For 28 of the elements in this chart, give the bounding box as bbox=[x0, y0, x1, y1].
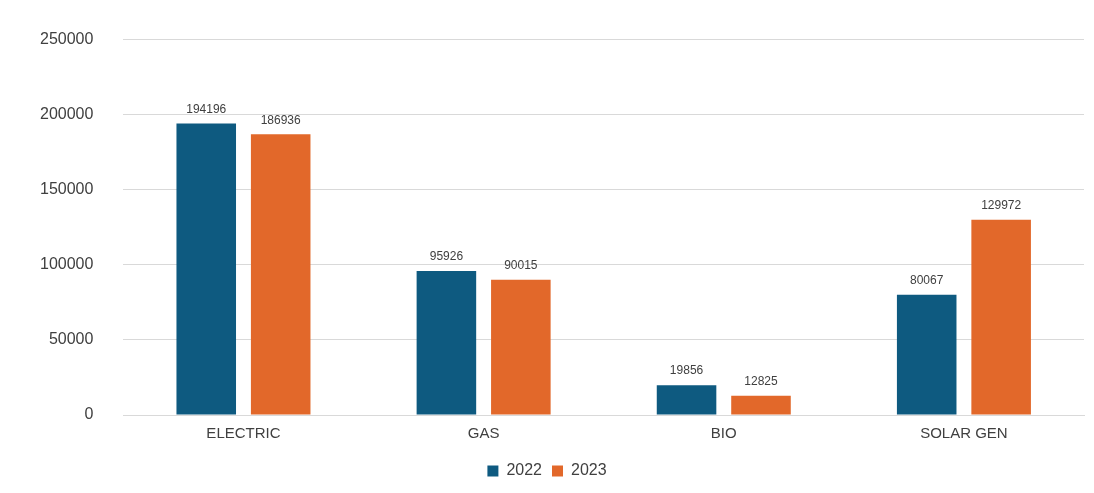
x-tick-label: BIO bbox=[710, 424, 737, 442]
bar bbox=[656, 385, 717, 415]
bar bbox=[491, 279, 551, 415]
data-label: 129972 bbox=[981, 198, 1022, 213]
y-tick-label: 50000 bbox=[48, 330, 94, 348]
data-label: 19856 bbox=[669, 363, 704, 378]
data-label: 194196 bbox=[186, 101, 227, 116]
legend-label: 2023 bbox=[571, 461, 607, 479]
bar bbox=[250, 134, 311, 415]
x-tick-label: SOLAR GEN bbox=[920, 424, 1008, 442]
bar bbox=[896, 294, 957, 415]
x-tick-label: GAS bbox=[467, 424, 500, 442]
data-label: 95926 bbox=[429, 249, 464, 264]
y-tick-label: 150000 bbox=[40, 180, 94, 198]
y-tick-label: 250000 bbox=[40, 30, 94, 48]
data-label: 90015 bbox=[504, 258, 538, 273]
data-label: 80067 bbox=[910, 273, 944, 288]
data-label: 186936 bbox=[260, 112, 302, 127]
legend-label: 2022 bbox=[506, 461, 543, 479]
bar bbox=[176, 123, 237, 415]
y-tick-label: 100000 bbox=[40, 255, 94, 273]
y-tick-label: 200000 bbox=[40, 105, 94, 123]
bar bbox=[971, 219, 1031, 415]
bar bbox=[731, 395, 791, 415]
bar bbox=[416, 270, 477, 415]
x-tick-label: ELECTRIC bbox=[206, 424, 281, 442]
y-tick-label: 0 bbox=[84, 405, 94, 423]
data-label: 12825 bbox=[744, 374, 778, 389]
